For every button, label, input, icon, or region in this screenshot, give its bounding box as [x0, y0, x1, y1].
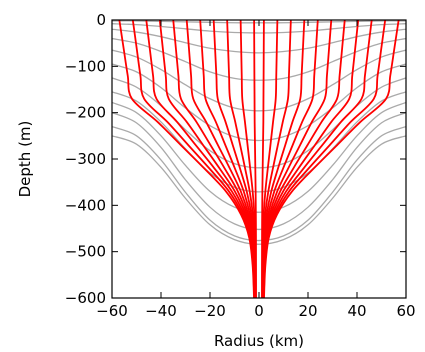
red-path-series [118, 20, 400, 298]
grey-surface-line [112, 63, 406, 142]
grey-surface-line [112, 135, 406, 245]
grey-surface-line [112, 91, 406, 193]
red-path-line [253, 20, 257, 298]
y-tick-label: −500 [65, 243, 106, 261]
x-tick-label: −20 [194, 302, 226, 320]
y-tick-label: −400 [65, 196, 106, 214]
x-tick-label: −60 [96, 302, 128, 320]
x-tick-label: 60 [396, 302, 415, 320]
plot-background [112, 20, 406, 298]
grey-surface-line [112, 37, 406, 81]
y-tick-label: −300 [65, 150, 106, 168]
x-tick-label: 40 [347, 302, 366, 320]
red-path-line [263, 20, 400, 298]
y-axis-ticks: 0 −100 −200 −300 −400 −500 −600 [65, 11, 406, 307]
x-axis-ticks: −60 −40 −20 0 20 40 60 [96, 20, 416, 320]
y-tick-label: −200 [65, 104, 106, 122]
y-tick-label: −600 [65, 289, 106, 307]
y-tick-label: −100 [65, 57, 106, 75]
x-tick-label: −40 [145, 302, 177, 320]
grey-surface-line [112, 112, 406, 231]
y-tick-label: 0 [96, 11, 106, 29]
x-tick-label: 0 [254, 302, 264, 320]
x-tick-label: 20 [298, 302, 317, 320]
y-axis-label: Depth (m) [16, 121, 34, 198]
grey-surface-line [112, 101, 406, 213]
grey-surface-line [112, 49, 406, 112]
grey-surface-line [112, 125, 406, 242]
x-axis-label: Radius (km) [214, 332, 304, 350]
